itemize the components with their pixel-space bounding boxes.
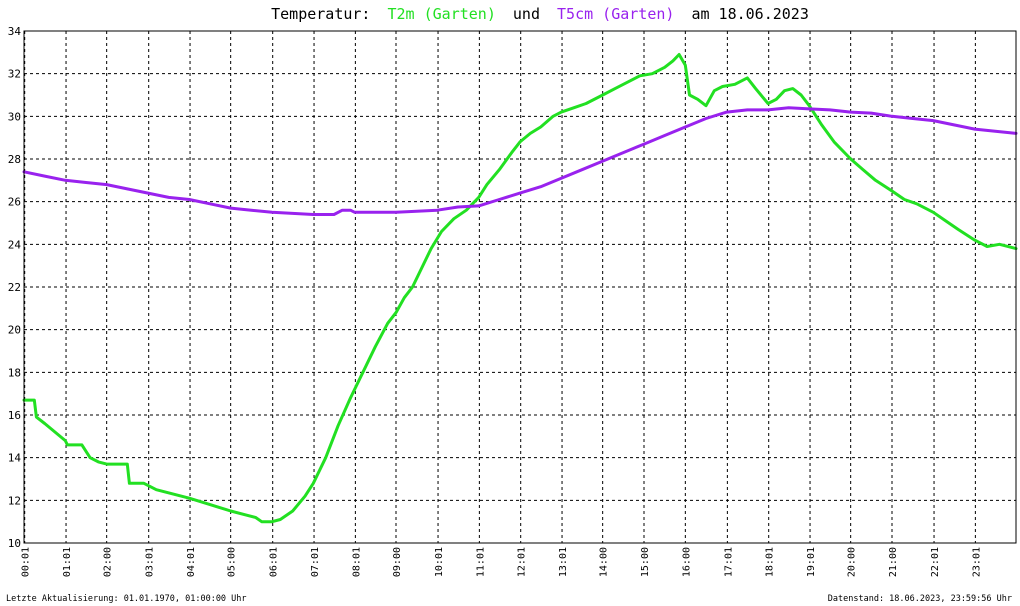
x-tick-label: 05:00 bbox=[227, 547, 238, 577]
x-tick-label: 14:00 bbox=[599, 547, 610, 577]
title-middle: und bbox=[513, 5, 540, 23]
title-series2-label: T5cm (Garten) bbox=[557, 5, 674, 23]
title-suffix: am 18.06.2023 bbox=[691, 5, 808, 23]
x-tick-label: 02:00 bbox=[103, 547, 114, 577]
plot-frame bbox=[23, 30, 1017, 544]
y-tick-label: 28 bbox=[8, 153, 21, 166]
grid bbox=[24, 31, 1016, 543]
x-tick-label: 04:01 bbox=[186, 547, 197, 577]
y-tick-labels: 10 12 14 16 18 20 22 24 26 28 30 32 34 bbox=[8, 25, 22, 550]
x-tick-label: 19:01 bbox=[806, 547, 817, 577]
footer-last-update: Letzte Aktualisierung: 01.01.1970, 01:00… bbox=[6, 594, 247, 604]
y-tick-label: 34 bbox=[8, 25, 22, 38]
chart-title: Temperatur: T2m (Garten) und T5cm (Garte… bbox=[271, 5, 809, 23]
x-tick-label: 00:01 bbox=[21, 547, 32, 577]
x-tick-label: 12:01 bbox=[517, 547, 528, 577]
x-tick-label: 01:01 bbox=[62, 547, 73, 577]
y-tick-label: 14 bbox=[8, 452, 22, 465]
x-tick-label: 23:01 bbox=[971, 547, 982, 577]
x-tick-labels: 00:01 01:01 02:00 03:01 04:01 05:00 06:01 07:01… bbox=[21, 547, 983, 577]
y-tick-label: 32 bbox=[8, 68, 21, 81]
series-line-t2m bbox=[22, 53, 1018, 524]
x-tick-label: 16:00 bbox=[681, 547, 692, 577]
series-line-t5cm bbox=[22, 106, 1018, 216]
y-tick-label: 26 bbox=[8, 196, 21, 209]
x-tick-label: 13:01 bbox=[558, 547, 569, 577]
series-lines bbox=[22, 53, 1018, 524]
x-tick-label: 10:01 bbox=[434, 547, 445, 577]
title-series1-label: T2m (Garten) bbox=[388, 5, 496, 23]
y-tick-label: 10 bbox=[8, 537, 21, 550]
x-tick-label: 11:01 bbox=[475, 547, 486, 577]
x-tick-label: 17:01 bbox=[723, 547, 734, 577]
x-tick-label: 18:01 bbox=[765, 547, 776, 577]
title-prefix: Temperatur: bbox=[271, 5, 370, 23]
x-tick-label: 22:01 bbox=[930, 547, 941, 577]
y-tick-label: 18 bbox=[8, 366, 21, 379]
x-tick-label: 21:00 bbox=[888, 547, 899, 577]
x-tick-label: 09:00 bbox=[392, 547, 403, 577]
x-tick-label: 06:01 bbox=[269, 547, 280, 577]
x-tick-label: 07:01 bbox=[310, 547, 321, 577]
footer-data-status: Datenstand: 18.06.2023, 23:59:56 Uhr bbox=[828, 594, 1012, 604]
y-tick-label: 12 bbox=[8, 494, 21, 507]
y-tick-label: 30 bbox=[8, 110, 21, 123]
x-tick-label: 15:00 bbox=[640, 547, 651, 577]
x-tick-label: 08:01 bbox=[351, 547, 362, 577]
x-tick-label: 20:00 bbox=[847, 547, 858, 577]
y-tick-label: 16 bbox=[8, 409, 21, 422]
x-tick-label: 03:01 bbox=[145, 547, 156, 577]
y-tick-label: 24 bbox=[8, 238, 22, 251]
y-tick-label: 20 bbox=[8, 324, 21, 337]
y-tick-label: 22 bbox=[8, 281, 21, 294]
